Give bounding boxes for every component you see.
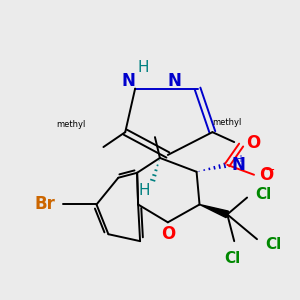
Text: −: − <box>265 164 275 177</box>
Text: Cl: Cl <box>265 237 281 252</box>
Text: methyl: methyl <box>212 118 242 127</box>
Text: O: O <box>259 166 273 184</box>
Text: N: N <box>168 72 182 90</box>
Text: H: H <box>137 60 149 75</box>
Text: O: O <box>246 134 260 152</box>
Text: N: N <box>231 156 245 174</box>
Text: methyl: methyl <box>56 120 86 129</box>
Polygon shape <box>200 205 228 218</box>
Text: Cl: Cl <box>255 187 271 202</box>
Text: O: O <box>161 225 175 243</box>
Text: Cl: Cl <box>224 251 240 266</box>
Text: Br: Br <box>34 196 55 214</box>
Text: N: N <box>121 72 135 90</box>
Text: H: H <box>138 183 150 198</box>
Text: +: + <box>236 154 244 164</box>
